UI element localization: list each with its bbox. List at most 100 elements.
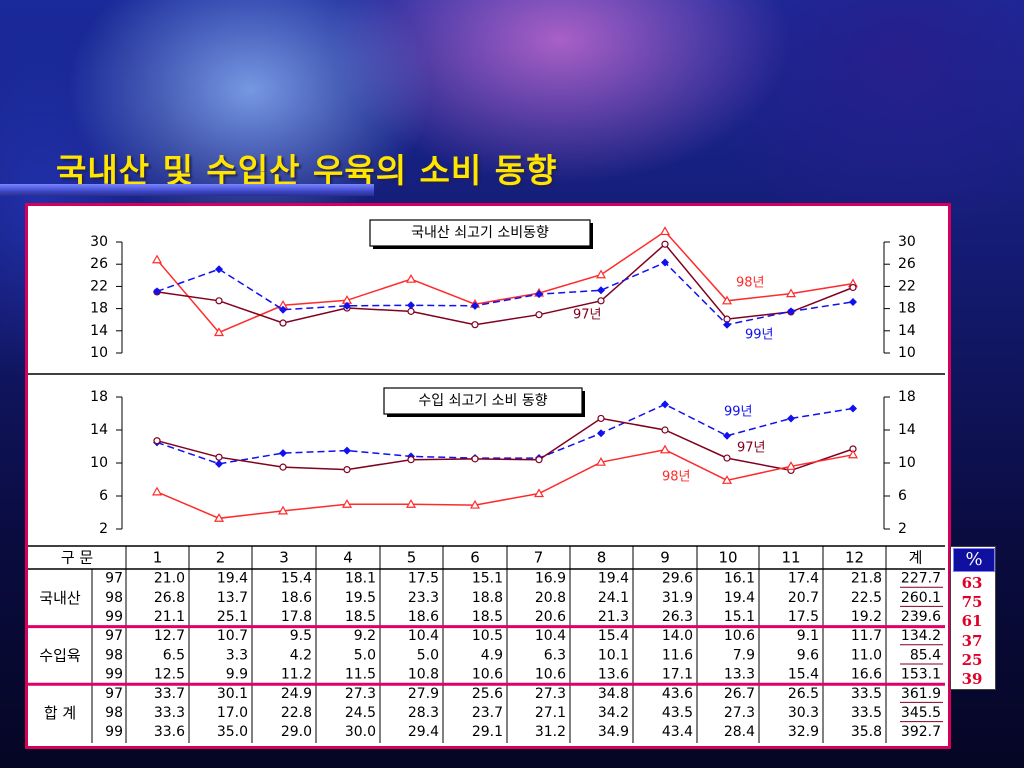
table-value-cell: 11.2 xyxy=(281,667,312,683)
table-value-cell: 13.7 xyxy=(217,590,248,606)
table-value-cell: 10.6 xyxy=(535,667,566,683)
title-underline-bar xyxy=(0,184,374,196)
table-value-cell: 10.6 xyxy=(472,667,503,683)
point-98 xyxy=(785,288,797,298)
table-value-cell: 27.1 xyxy=(535,705,566,721)
table-header-cell: 4 xyxy=(343,549,353,567)
y-tick-label: 10 xyxy=(90,345,108,361)
point-99 xyxy=(787,307,795,316)
point-97 xyxy=(849,283,857,292)
table-value-cell: 29.1 xyxy=(472,724,503,740)
point-98 xyxy=(341,499,353,508)
y-tick-label: 6 xyxy=(898,488,907,504)
table-value-cell: 10.4 xyxy=(535,628,566,644)
table-value-cell: 16.9 xyxy=(535,571,566,587)
table-value-cell: 21.3 xyxy=(598,609,629,625)
point-99 xyxy=(215,265,223,274)
table-value-cell: 16.1 xyxy=(724,571,755,587)
point-99 xyxy=(215,459,223,468)
table-group-label: 수입육 xyxy=(39,646,80,664)
table-year-cell: 98 xyxy=(105,647,123,663)
y-tick-label: 30 xyxy=(90,234,108,250)
table-value-cell: 17.4 xyxy=(788,571,819,587)
table-value-cell: 17.8 xyxy=(281,609,312,625)
series-label-98: 98년 xyxy=(662,470,691,485)
table-value-cell: 33.6 xyxy=(154,724,185,740)
table-value-cell: 43.4 xyxy=(662,724,693,740)
y-tick-label: 14 xyxy=(90,422,108,438)
point-98 xyxy=(151,254,163,264)
point-97 xyxy=(535,311,543,319)
table-value-cell: 11.7 xyxy=(851,628,882,644)
table-value-cell: 27.3 xyxy=(724,705,755,721)
table-value-cell: 19.4 xyxy=(724,590,755,606)
table-value-cell: 15.1 xyxy=(724,609,755,625)
page-title: 국내산 및 수입산 우육의 소비 동향 xyxy=(56,151,558,190)
table-value-cell: 29.6 xyxy=(662,571,693,587)
table-value-cell: 24.5 xyxy=(345,705,376,721)
table-value-cell: 6.3 xyxy=(544,647,566,663)
table-value-cell: 15.4 xyxy=(598,628,629,644)
table-value-cell: 33.7 xyxy=(154,686,185,702)
table-value-cell: 18.1 xyxy=(345,571,376,587)
table-value-cell: 24.1 xyxy=(598,590,629,606)
point-98 xyxy=(659,226,671,236)
table-value-cell: 17.0 xyxy=(217,705,248,721)
table-value-cell: 25.6 xyxy=(472,686,503,702)
y-tick-label: 26 xyxy=(90,256,108,272)
point-98 xyxy=(721,475,733,484)
table-header-cell: 11 xyxy=(781,549,800,567)
table-header-cell: 구 문 xyxy=(61,549,94,567)
table-value-cell: 10.1 xyxy=(598,647,629,663)
point-97 xyxy=(597,297,605,305)
table-value-cell: 20.8 xyxy=(535,590,566,606)
table-value-cell: 10.6 xyxy=(724,628,755,644)
table-value-cell: 33.5 xyxy=(851,705,882,721)
table-value-cell: 9.1 xyxy=(797,628,819,644)
point-97 xyxy=(407,307,415,315)
table-value-cell: 12.7 xyxy=(154,628,185,644)
point-98 xyxy=(847,449,859,459)
table-value-cell: 21.0 xyxy=(154,571,185,587)
table-group-label: 국내산 xyxy=(39,589,81,607)
series-line-98 xyxy=(156,230,854,334)
table-value-cell: 26.8 xyxy=(154,590,185,606)
table-value-cell: 28.4 xyxy=(724,724,755,740)
table-value-cell: 23.3 xyxy=(408,590,439,606)
point-97 xyxy=(723,454,731,462)
table-value-cell: 26.5 xyxy=(788,686,819,702)
y-tick-label: 10 xyxy=(90,455,108,471)
table-value-cell: 32.9 xyxy=(788,724,819,740)
table-year-cell: 97 xyxy=(105,628,123,644)
series-label-99: 99년 xyxy=(745,328,774,343)
y-tick-label: 6 xyxy=(99,488,108,504)
percent-value: 25 xyxy=(961,651,983,669)
point-99 xyxy=(343,301,351,310)
table-header-cell: 6 xyxy=(470,549,480,567)
table-year-cell: 99 xyxy=(105,724,123,740)
table-value-cell: 9.9 xyxy=(226,667,248,683)
y-tick-label: 14 xyxy=(898,422,916,438)
table-total-cell: 392.7 xyxy=(901,724,941,740)
table-header-cell: 12 xyxy=(845,549,864,567)
table-total-cell: 85.4 xyxy=(910,647,941,663)
table-value-cell: 19.2 xyxy=(851,609,882,625)
chart-title-box xyxy=(369,219,591,247)
table-header-cell: 7 xyxy=(534,549,544,567)
table-value-cell: 17.5 xyxy=(788,609,819,625)
percent-value: 39 xyxy=(961,670,983,688)
y-tick-label: 18 xyxy=(898,301,916,317)
point-99 xyxy=(787,414,795,423)
table-header-cell: 계 xyxy=(909,549,923,567)
point-97 xyxy=(471,321,479,329)
table-year-cell: 97 xyxy=(105,686,123,702)
point-97 xyxy=(343,466,351,474)
table-header-cell: 3 xyxy=(279,549,289,567)
table-year-cell: 98 xyxy=(105,590,123,606)
table-value-cell: 7.9 xyxy=(733,647,755,663)
table-value-cell: 18.5 xyxy=(345,609,376,625)
point-97 xyxy=(661,426,669,434)
table-value-cell: 15.4 xyxy=(281,571,312,587)
point-98 xyxy=(533,488,545,498)
